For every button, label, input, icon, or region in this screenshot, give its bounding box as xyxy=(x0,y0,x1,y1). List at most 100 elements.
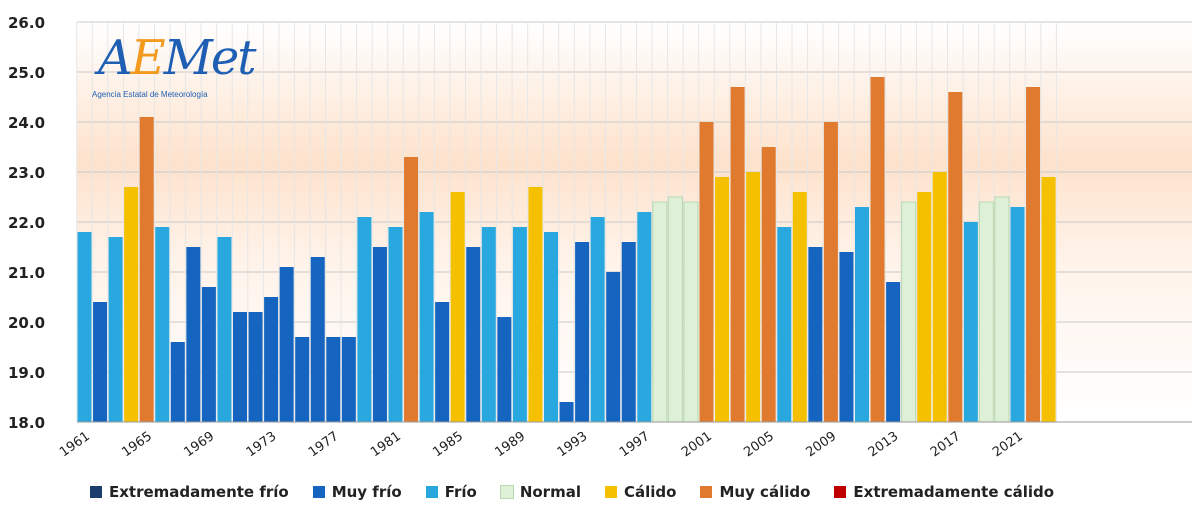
bar-1977 xyxy=(326,337,341,422)
bar-1965 xyxy=(139,117,154,422)
bar-1979 xyxy=(357,217,372,422)
bar-2014 xyxy=(901,201,917,423)
bar-1973 xyxy=(264,297,279,422)
bar-2012 xyxy=(870,77,885,422)
x-tick-label-1993: 1993 xyxy=(555,429,591,460)
x-tick-label-1973: 1973 xyxy=(244,429,280,460)
bar-1970 xyxy=(217,237,232,422)
legend-label: Extremadamente frío xyxy=(109,483,289,501)
legend-item: Normal xyxy=(499,483,581,501)
bar-1983 xyxy=(419,212,434,422)
bar-1985 xyxy=(450,192,465,422)
bar-2017 xyxy=(948,92,963,422)
bar-2003 xyxy=(730,87,745,422)
bar-1975 xyxy=(295,337,310,422)
bar-1974 xyxy=(279,267,294,422)
legend-swatch xyxy=(90,486,102,498)
bar-2009 xyxy=(823,122,838,422)
bar-2006 xyxy=(777,227,792,422)
logo-wordmark: AEMet xyxy=(98,30,257,86)
bar-2021 xyxy=(1010,207,1025,422)
x-tick-label-2017: 2017 xyxy=(928,429,964,460)
bar-2019 xyxy=(978,201,994,423)
y-tick-label: 18.0 xyxy=(8,414,45,432)
bar-1987 xyxy=(481,227,496,422)
legend-label: Cálido xyxy=(623,483,677,501)
legend-item: Extremadamente cálido xyxy=(834,483,1054,501)
logo-letter-e: E xyxy=(130,30,166,86)
legend-label: Frío xyxy=(444,483,477,501)
x-tick-label-1989: 1989 xyxy=(492,429,528,460)
bar-1980 xyxy=(372,247,387,422)
bar-2013 xyxy=(886,282,901,422)
bar-1966 xyxy=(155,227,170,422)
legend-swatch xyxy=(700,486,713,498)
y-tick-label: 21.0 xyxy=(8,264,45,282)
bar-1967 xyxy=(170,342,185,422)
legend-item: Muy cálido xyxy=(700,483,810,501)
bar-1972 xyxy=(248,312,263,422)
chart-legend: Extremadamente frío Muy frío Frío Normal Cál… xyxy=(90,483,1078,501)
bar-2020 xyxy=(994,196,1010,423)
x-tick-label-2021: 2021 xyxy=(990,429,1026,460)
y-tick-label: 20.0 xyxy=(8,314,45,332)
bar-1962 xyxy=(93,302,108,422)
bar-2001 xyxy=(699,122,714,422)
legend-item: Cálido xyxy=(604,483,677,501)
bar-1984 xyxy=(435,302,450,422)
x-tick-label-1997: 1997 xyxy=(617,429,653,460)
y-tick-label: 26.0 xyxy=(8,14,45,32)
legend-swatch xyxy=(425,486,438,498)
x-tick-label-2001: 2001 xyxy=(679,429,715,460)
y-tick-label: 25.0 xyxy=(8,64,45,82)
bar-1992 xyxy=(559,402,574,422)
legend-swatch xyxy=(604,486,617,498)
y-tick-label: 23.0 xyxy=(8,164,45,182)
bar-1991 xyxy=(544,232,558,422)
bar-1986 xyxy=(466,247,481,422)
bar-1963 xyxy=(108,237,123,422)
bar-2002 xyxy=(715,177,730,422)
x-tick-label-1977: 1977 xyxy=(306,429,342,460)
bar-2011 xyxy=(855,207,869,422)
logo-subtitle: Agencia Estatal de Meteorología xyxy=(92,90,208,99)
bar-2022 xyxy=(1026,87,1041,422)
bar-1982 xyxy=(404,157,419,422)
logo-letter-a: A xyxy=(98,30,133,86)
legend-swatch xyxy=(834,486,847,498)
legend-label: Muy frío xyxy=(331,483,402,501)
legend-label: Extremadamente cálido xyxy=(853,483,1055,501)
bar-2010 xyxy=(839,252,854,422)
x-tick-label-1985: 1985 xyxy=(430,429,466,460)
bar-2007 xyxy=(792,192,807,422)
bar-1988 xyxy=(497,317,512,422)
legend-item: Extremadamente frío xyxy=(90,483,289,501)
bar-1964 xyxy=(124,187,139,422)
bar-2008 xyxy=(808,247,823,422)
x-tick-label-2005: 2005 xyxy=(741,429,777,460)
bar-2023 xyxy=(1041,177,1056,422)
legend-label: Muy cálido xyxy=(719,483,811,501)
x-tick-label-1965: 1965 xyxy=(119,429,155,460)
bar-2005 xyxy=(761,147,776,422)
bar-1990 xyxy=(528,187,543,422)
bar-2004 xyxy=(746,172,761,422)
logo-letters-met: Met xyxy=(163,30,257,86)
bar-1961 xyxy=(77,232,92,422)
legend-item: Muy frío xyxy=(312,483,402,501)
bar-1995 xyxy=(606,272,621,422)
bar-2000 xyxy=(683,201,699,423)
y-tick-label: 24.0 xyxy=(8,114,45,132)
y-tick-label: 22.0 xyxy=(8,214,45,232)
bar-1976 xyxy=(310,257,325,422)
bar-1997 xyxy=(637,212,652,422)
bar-1996 xyxy=(621,242,636,422)
bar-1971 xyxy=(233,312,247,422)
legend-swatch xyxy=(312,486,325,498)
bar-1994 xyxy=(590,217,605,422)
bar-1969 xyxy=(201,287,216,422)
x-tick-label-2013: 2013 xyxy=(866,429,902,460)
bar-1998 xyxy=(652,201,668,423)
